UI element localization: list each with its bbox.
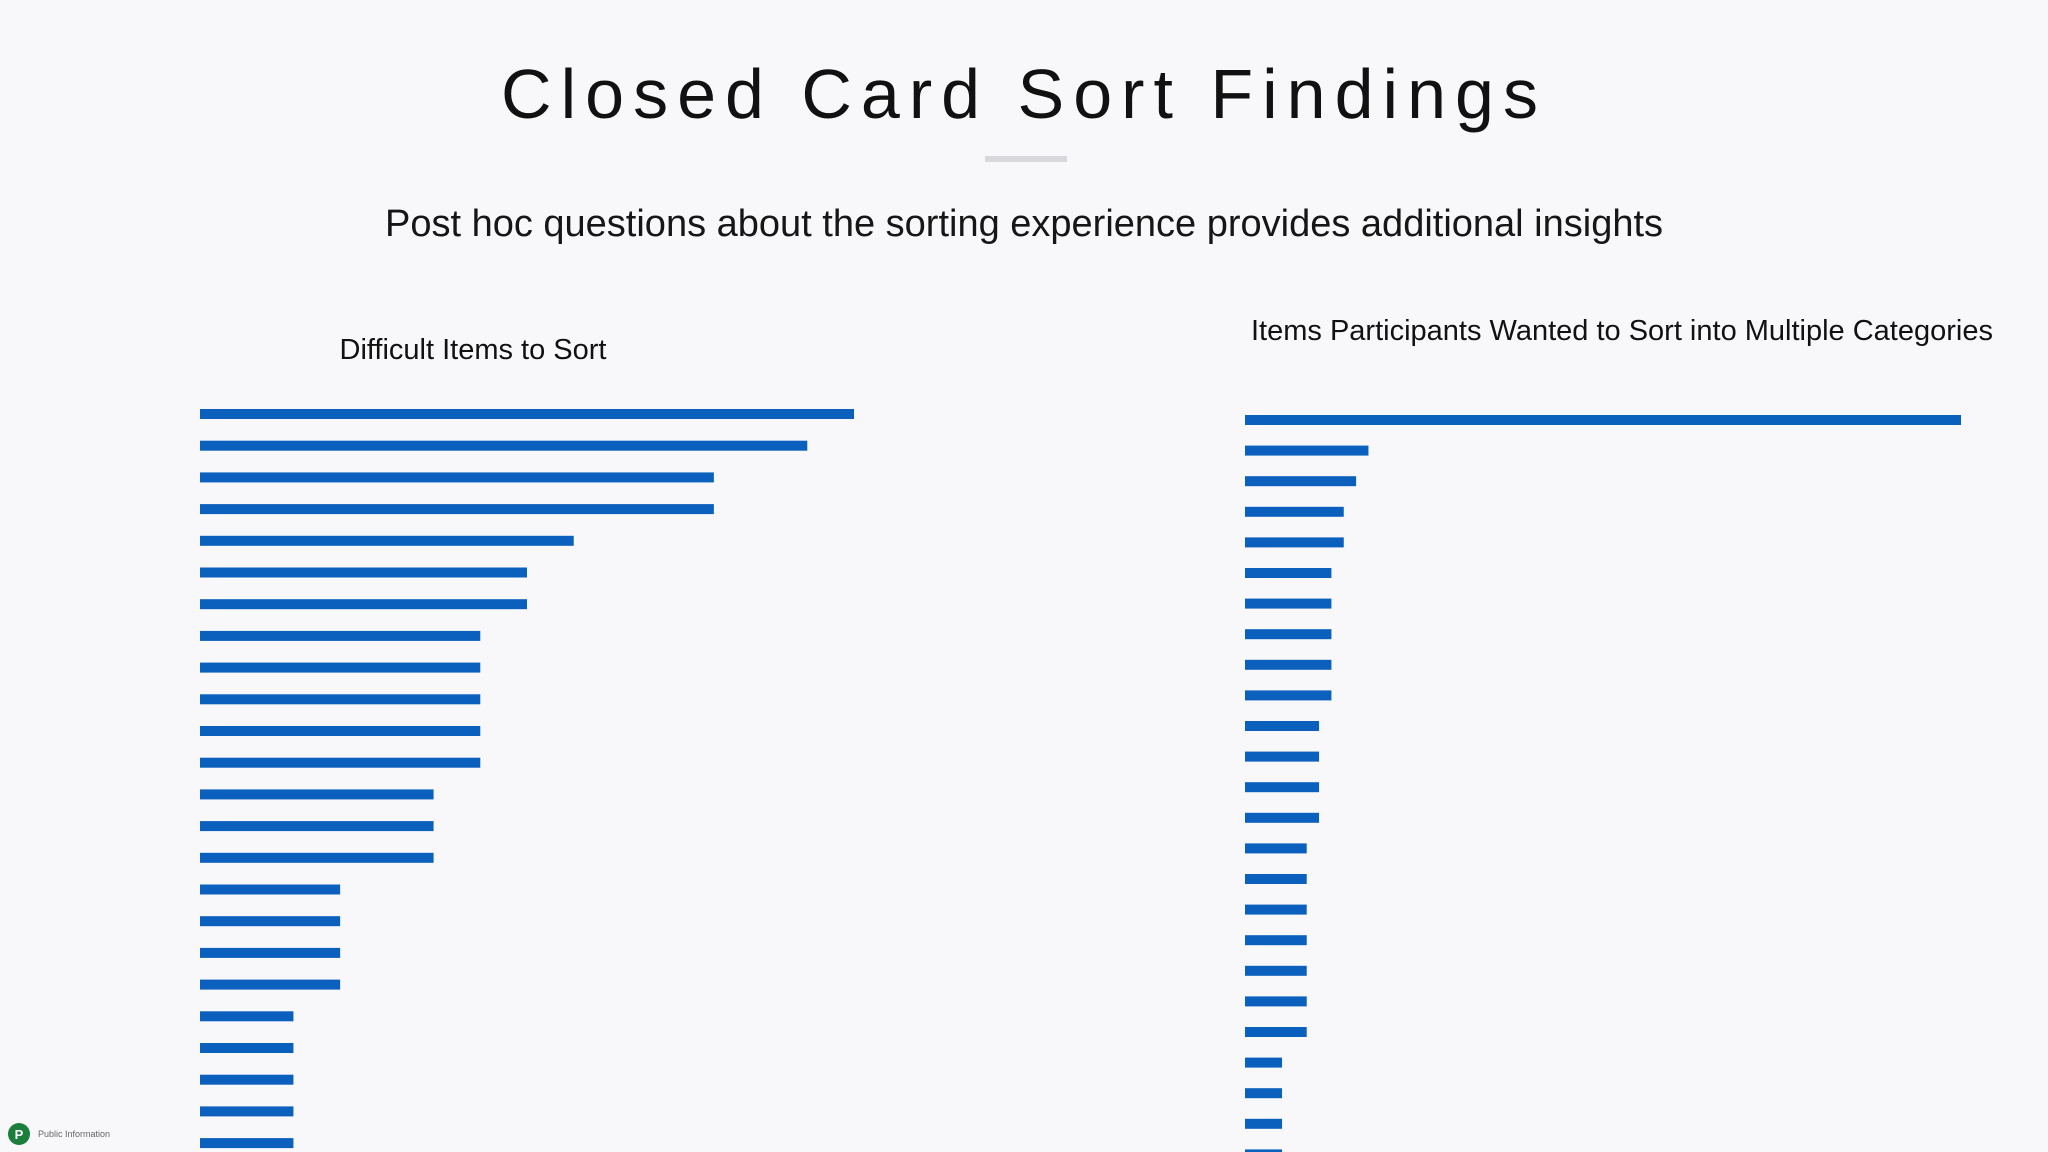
difficult-items-bar-10 [200, 694, 481, 705]
difficult-items-bar-15 [200, 852, 434, 863]
difficult-items-bar-11 [200, 726, 481, 736]
difficult-items-bar-3 [200, 472, 714, 483]
multiple-categories-bar-12 [1245, 751, 1320, 762]
difficult-items-bar-17 [200, 916, 341, 927]
multiple-categories-bar-9 [1245, 659, 1332, 670]
page-subtitle: Post hoc questions about the sorting exp… [384, 203, 1664, 245]
multiple-categories-bar-22 [1245, 1057, 1283, 1068]
difficult-items-bar-21 [200, 1043, 294, 1053]
multiple-categories-bar-17 [1245, 904, 1307, 915]
difficult-items-bar-7 [200, 599, 527, 610]
footer: P Public Information [8, 1123, 110, 1145]
difficult-items-bar-1 [200, 409, 854, 419]
multiple-categories-bar-16 [1245, 874, 1307, 884]
multiple-categories-bar-2 [1245, 445, 1369, 456]
difficult-items-bar-13 [200, 789, 434, 800]
multiple-categories-bar-15 [1245, 843, 1307, 854]
multiple-categories-bar-6 [1245, 568, 1332, 578]
difficult-items-bar-14 [200, 821, 434, 832]
page-title: Closed Card Sort Findings [501, 55, 1547, 133]
chart-title-difficult-items: Difficult Items to Sort [339, 334, 607, 366]
difficult-items-bar-2 [200, 440, 808, 451]
multiple-categories-bar-4 [1245, 506, 1344, 517]
multiple-categories-bar-3 [1245, 476, 1357, 487]
chart-title-multiple-categories: Items Participants Wanted to Sort into M… [1251, 315, 1993, 347]
difficult-items-bar-16 [200, 884, 341, 895]
multiple-categories-bar-25 [1245, 1149, 1283, 1152]
difficult-items-bar-8 [200, 630, 481, 641]
multiple-categories-bar-13 [1245, 782, 1320, 793]
multiple-categories-bar-24 [1245, 1118, 1283, 1129]
company-logo-icon: P [8, 1123, 30, 1145]
multiple-categories-bar-8 [1245, 629, 1332, 640]
multiple-categories-bar-21 [1245, 1027, 1307, 1037]
multiple-categories-bar-14 [1245, 812, 1320, 823]
difficult-items-bar-22 [200, 1074, 294, 1085]
title-divider [985, 156, 1067, 162]
multiple-categories-bar-18 [1245, 935, 1307, 946]
multiple-categories-bar-1 [1245, 415, 1961, 425]
multiple-categories-bar-19 [1245, 965, 1307, 976]
difficult-items-bar-6 [200, 567, 527, 578]
multiple-categories-bar-11 [1245, 721, 1320, 731]
difficult-items-bar-9 [200, 662, 481, 673]
difficult-items-bar-4 [200, 504, 714, 515]
multiple-categories-bar-23 [1245, 1088, 1283, 1099]
multiple-categories-bar-5 [1245, 537, 1344, 548]
multiple-categories-bar-10 [1245, 690, 1332, 701]
difficult-items-bar-24 [200, 1138, 294, 1149]
difficult-items-bar-5 [200, 535, 574, 546]
difficult-items-bar-20 [200, 1011, 294, 1022]
multiple-categories-bar-20 [1245, 996, 1307, 1007]
difficult-items-bar-23 [200, 1106, 294, 1117]
difficult-items-bar-19 [200, 979, 341, 990]
difficult-items-bar-12 [200, 757, 481, 768]
classification-label: Public Information [38, 1129, 111, 1139]
multiple-categories-bar-7 [1245, 598, 1332, 609]
difficult-items-bar-18 [200, 947, 341, 958]
